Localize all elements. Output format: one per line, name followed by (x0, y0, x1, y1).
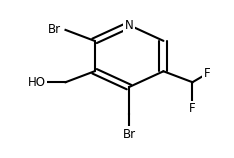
Text: N: N (125, 18, 133, 32)
Text: HO: HO (28, 76, 45, 89)
Text: F: F (204, 67, 210, 80)
Text: Br: Br (48, 23, 61, 36)
Text: Br: Br (122, 128, 135, 141)
Text: F: F (189, 103, 196, 115)
